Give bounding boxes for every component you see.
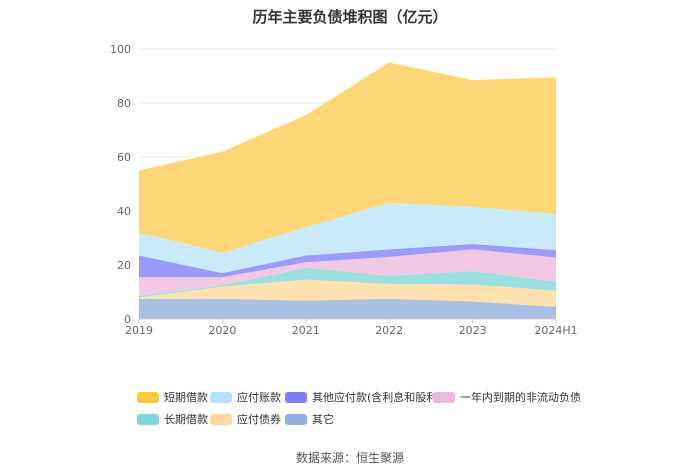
x-tick-label: 2022: [375, 324, 403, 337]
area-series-一年内到期的非流动负债: [139, 249, 556, 297]
legend-label: 一年内到期的非流动负债: [460, 391, 581, 404]
legend-item[interactable]: 一年内到期的非流动负债: [433, 389, 581, 405]
stacked-area-chart: 0 20 40 60 80 100 2019 2020 2021 2022 2023 2024H1: [110, 43, 578, 337]
legend-swatch: [210, 413, 232, 425]
y-tick-label: 60: [117, 151, 131, 164]
x-tick-label: 2023: [459, 324, 487, 337]
y-tick-label: 40: [117, 205, 131, 218]
data-source: 数据来源：恒生聚源: [295, 451, 404, 465]
legend-item[interactable]: 其它: [285, 411, 334, 427]
x-tick-label: 2020: [208, 324, 236, 337]
legend-label: 应付债券: [237, 413, 281, 426]
legend-item[interactable]: 其他应付款(含利息和股利): [285, 389, 442, 405]
x-tick-label: 2019: [125, 324, 153, 337]
legend-swatch: [433, 391, 455, 403]
x-tick-label: 2024H1: [534, 324, 577, 337]
legend-swatch: [137, 391, 159, 403]
legend-swatch: [210, 391, 232, 403]
legend-swatch: [137, 413, 159, 425]
legend-label: 应付账款: [237, 391, 281, 404]
legend-item[interactable]: 应付账款: [210, 389, 281, 405]
area-series-其他应付款(含利息和股利): [139, 243, 556, 278]
legend-label: 短期借款: [164, 391, 208, 404]
area-series-其它: [139, 298, 556, 319]
y-tick-label: 100: [110, 43, 131, 56]
legend-swatch: [285, 391, 307, 403]
legend-item[interactable]: 长期借款: [137, 411, 208, 427]
legend-item[interactable]: 短期借款: [137, 389, 208, 405]
area-series-短期借款: [139, 62, 556, 253]
area-series-应付债券: [139, 279, 556, 307]
y-tick-label: 0: [124, 313, 131, 326]
y-tick-label: 20: [117, 259, 131, 272]
y-tick-label: 80: [117, 97, 131, 110]
legend-swatch: [285, 413, 307, 425]
area-series-应付账款: [139, 202, 556, 274]
chart-title: 历年主要负债堆积图（亿元）: [252, 8, 448, 26]
legend-label: 长期借款: [164, 413, 208, 426]
area-series-长期借款: [139, 267, 556, 298]
legend-label: 其他应付款(含利息和股利): [312, 391, 442, 404]
x-tick-label: 2021: [292, 324, 320, 337]
legend-label: 其它: [312, 413, 334, 426]
legend-item[interactable]: 应付债券: [210, 411, 281, 427]
